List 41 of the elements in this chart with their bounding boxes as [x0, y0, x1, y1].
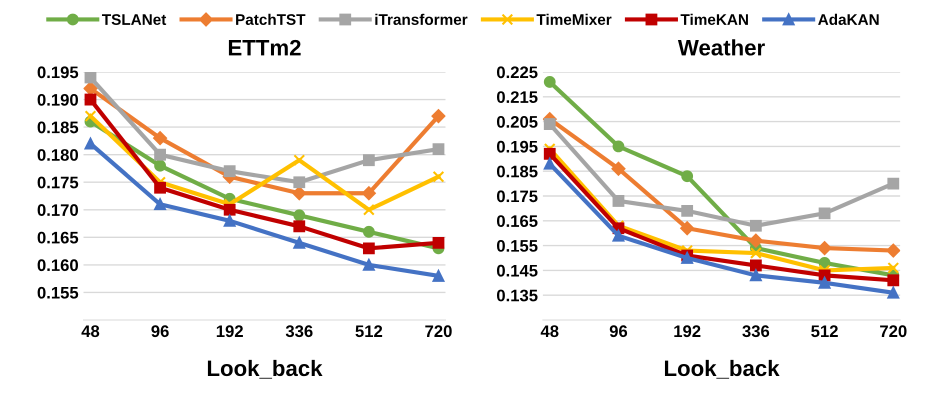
y-tick-label: 0.180: [38, 149, 78, 161]
x-tick-label: 512: [355, 325, 382, 338]
x-tick-label: 192: [674, 325, 700, 338]
y-tick-label: 0.190: [38, 94, 78, 106]
x-tick-label: 96: [151, 325, 169, 338]
y-tick-label: 0.165: [38, 232, 78, 244]
y-tick-label: 0.195: [38, 66, 78, 78]
y-tick-label: 0.155: [38, 286, 78, 299]
x-axis-title: Look_back: [664, 360, 780, 379]
chart-title: Weather: [678, 39, 765, 56]
y-tick-label: 0.225: [496, 66, 538, 78]
x-tick-label: 336: [286, 325, 313, 338]
x-axis-title: Look_back: [208, 360, 323, 379]
legend-label: PatchTST: [236, 14, 306, 25]
x-tick-label: 336: [742, 325, 770, 338]
legend-label: TimeMixer: [536, 14, 612, 25]
legend-label: AdaKAN: [818, 14, 879, 25]
y-tick-label: 0.175: [496, 190, 538, 202]
y-tick-label: 0.185: [496, 166, 538, 178]
y-tick-label: 0.185: [38, 122, 78, 134]
y-tick-label: 0.145: [496, 264, 538, 277]
y-tick-label: 0.155: [496, 240, 538, 252]
x-tick-label: 720: [425, 325, 452, 338]
y-tick-label: 0.135: [496, 290, 538, 302]
legend-label: iTransformer: [375, 14, 468, 25]
chart-title: ETTm2: [228, 40, 301, 56]
y-tick-label: 0.165: [496, 215, 538, 228]
x-tick-label: 192: [216, 325, 243, 338]
y-tick-label: 0.160: [38, 259, 78, 272]
y-tick-label: 0.205: [496, 116, 538, 128]
x-tick-label: 48: [81, 325, 100, 338]
x-tick-label: 720: [880, 325, 907, 338]
x-tick-label: 48: [540, 325, 559, 338]
legend-label: TimeKAN: [680, 14, 748, 25]
y-tick-label: 0.195: [496, 140, 538, 153]
x-tick-label: 512: [811, 325, 838, 338]
x-tick-label: 96: [610, 325, 628, 338]
y-tick-label: 0.175: [38, 176, 78, 188]
y-tick-label: 0.215: [496, 91, 538, 104]
y-tick-label: 0.170: [38, 204, 78, 216]
legend-label: TSLANet: [102, 14, 166, 25]
